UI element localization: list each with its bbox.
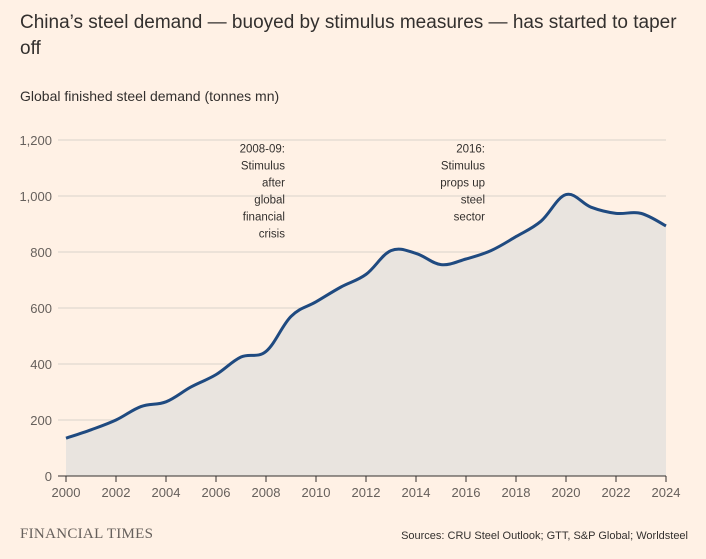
y-tick-label: 600 <box>30 301 52 316</box>
x-tick-label: 2022 <box>602 485 631 500</box>
y-tick-label: 1,200 <box>19 133 52 148</box>
x-tick-label: 2006 <box>202 485 231 500</box>
x-tick-label: 2000 <box>52 485 81 500</box>
annotations: 2008-09: Stimulus after global financial cris… <box>240 144 486 241</box>
x-axis-ticks: 2000 2002 2004 2006 2008 2010 2012 2014 2016 2018… <box>52 476 681 500</box>
y-tick-label: 800 <box>30 245 52 260</box>
annotation-line: props up <box>440 178 485 190</box>
annotation-line: sector <box>454 212 485 224</box>
annotation-line: crisis <box>259 229 285 241</box>
x-tick-label: 2004 <box>152 485 181 500</box>
y-tick-label: 1,000 <box>19 189 52 204</box>
source-note: Sources: CRU Steel Outlook; GTT, S&P Glo… <box>401 530 688 542</box>
y-axis-ticks: 0 200 400 600 800 1,000 1,200 <box>19 133 52 484</box>
annotation-line: 2008-09: <box>240 144 285 156</box>
x-tick-label: 2020 <box>552 485 581 500</box>
area-fill <box>66 194 666 477</box>
annotation-line: global <box>254 195 285 207</box>
x-tick-label: 2002 <box>102 485 131 500</box>
x-tick-label: 2014 <box>402 485 431 500</box>
annotation-line: after <box>262 178 285 190</box>
annotation-line: Stimulus <box>441 161 485 173</box>
x-tick-label: 2008 <box>252 485 281 500</box>
ft-logo: FINANCIAL TIMES <box>20 526 154 542</box>
chart-title: China’s steel demand — buoyed by stimulu… <box>20 12 677 59</box>
annotation-line: Stimulus <box>241 161 285 173</box>
annotation-line: steel <box>461 195 485 207</box>
y-axis-title: Global finished steel demand (tonnes mn) <box>20 88 280 104</box>
x-tick-label: 2012 <box>352 485 381 500</box>
annotation-2016: 2016: Stimulus props up steel sector <box>440 144 485 224</box>
x-tick-label: 2016 <box>452 485 481 500</box>
x-tick-label: 2018 <box>502 485 531 500</box>
series-line <box>65 192 667 440</box>
x-tick-label: 2010 <box>302 485 331 500</box>
x-tick-label: 2024 <box>652 485 681 500</box>
y-tick-label: 400 <box>30 357 52 372</box>
annotation-2008: 2008-09: Stimulus after global financial cris… <box>240 144 286 241</box>
y-tick-label: 200 <box>30 413 52 428</box>
y-tick-label: 0 <box>45 469 52 484</box>
annotation-line: financial <box>243 212 285 224</box>
annotation-line: 2016: <box>456 144 485 156</box>
